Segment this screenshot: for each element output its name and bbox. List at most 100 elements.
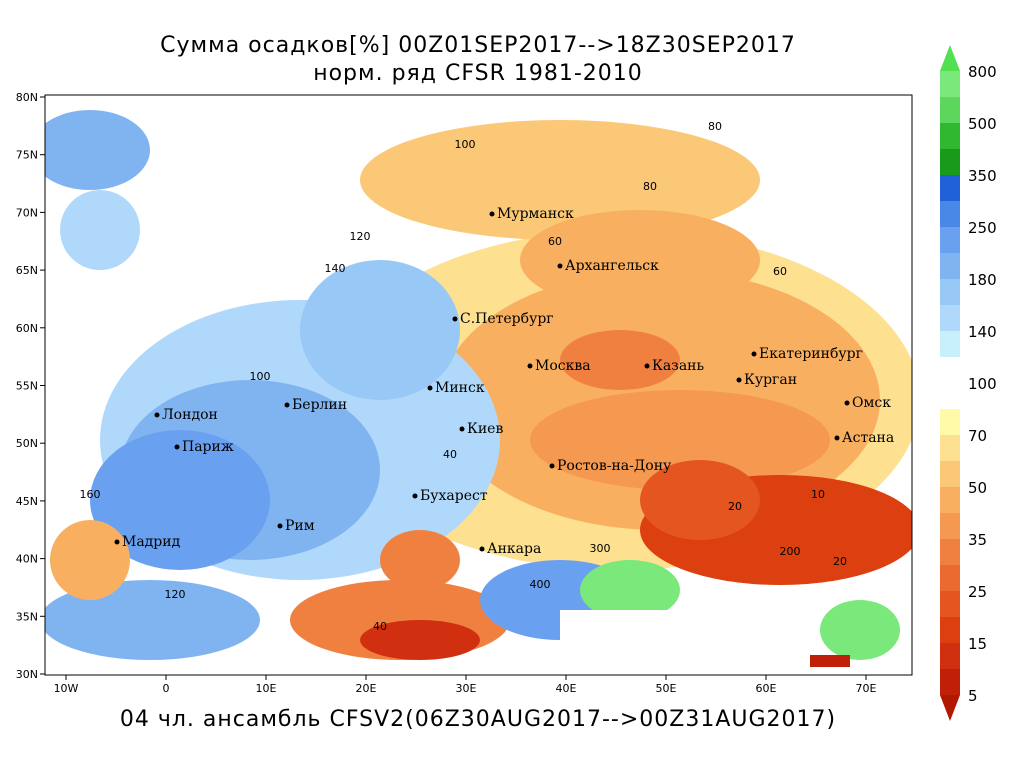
city-label: С.Петербург — [460, 311, 554, 327]
colorbar-swatch — [940, 331, 960, 357]
lon-tick-label: 0 — [163, 682, 170, 695]
city-label: Курган — [744, 372, 797, 388]
colorbar-label: 500 — [968, 115, 997, 133]
contour-label: 140 — [325, 262, 346, 275]
city-label: Архангельск — [565, 258, 659, 274]
colorbar-swatch — [940, 539, 960, 565]
city-label: Бухарест — [420, 488, 488, 504]
city-label: Москва — [535, 358, 591, 374]
colorbar-label: 140 — [968, 323, 997, 341]
city-dot — [277, 523, 283, 529]
colorbar-swatch — [940, 97, 960, 123]
colorbar-swatch — [940, 409, 960, 435]
contour-label: 60 — [548, 235, 562, 248]
footer: 04 чл. ансамбль CFSV2(06Z30AUG2017-->00Z… — [120, 707, 836, 732]
contour-label: 20 — [728, 500, 742, 513]
colorbar-label: 70 — [968, 427, 987, 445]
colorbar-swatch — [940, 305, 960, 331]
city-dot — [459, 426, 465, 432]
colorbar-swatch — [940, 71, 960, 97]
city-label: Рим — [285, 518, 315, 534]
contour-label: 200 — [780, 545, 801, 558]
lat-tick-label: 65N — [16, 264, 38, 277]
colorbar-swatch — [940, 487, 960, 513]
lon-tick-label: 50E — [656, 682, 677, 695]
contour-label: 100 — [455, 138, 476, 151]
city-dot — [452, 316, 458, 322]
city-label: Анкара — [487, 541, 541, 557]
city-dot — [174, 444, 180, 450]
colorbar-swatch — [940, 253, 960, 279]
city-dot — [489, 211, 495, 217]
lon-tick-label: 10W — [54, 682, 79, 695]
lon-tick-label: 20E — [356, 682, 377, 695]
lon-tick-label: 10E — [256, 682, 277, 695]
lat-tick-label: 40N — [16, 553, 38, 566]
lat-tick-label: 55N — [16, 380, 38, 393]
contour-label: 80 — [708, 120, 722, 133]
colorbar-label: 5 — [968, 687, 978, 705]
colorbar-swatch — [940, 513, 960, 539]
colorbar-label: 100 — [968, 375, 997, 393]
city-dot — [751, 351, 757, 357]
lon-tick-label: 40E — [556, 682, 577, 695]
city-dot — [736, 377, 742, 383]
colorbar-arrow — [940, 45, 960, 71]
city-label: Мурманск — [497, 206, 574, 222]
lat-tick-label: 75N — [16, 149, 38, 162]
city-dot — [284, 402, 290, 408]
colorbar-label: 180 — [968, 271, 997, 289]
city-label: Казань — [652, 358, 704, 374]
colorbar-swatch — [940, 279, 960, 305]
colorbar-label: 800 — [968, 63, 997, 81]
colorbar-swatch — [940, 149, 960, 175]
city-dot — [644, 363, 650, 369]
city-label: Лондон — [162, 407, 218, 423]
contour-label: 120 — [165, 588, 186, 601]
city-label: Ростов-на-Дону — [557, 458, 672, 474]
city-dot — [412, 493, 418, 499]
contour-label: 10 — [811, 488, 825, 501]
contour-label: 120 — [350, 230, 371, 243]
city-dot — [549, 463, 555, 469]
lon-tick-label: 60E — [756, 682, 777, 695]
contour-label: 40 — [373, 620, 387, 633]
city-label: Астана — [842, 430, 894, 446]
lat-tick-label: 50N — [16, 437, 38, 450]
colorbar-swatch — [940, 357, 960, 383]
colorbar-swatch — [940, 123, 960, 149]
city-label: Киев — [467, 421, 503, 437]
lat-tick-label: 60N — [16, 322, 38, 335]
colorbar-swatch — [940, 591, 960, 617]
colorbar-swatch — [940, 227, 960, 253]
lon-tick-label: 70E — [856, 682, 877, 695]
city-dot — [527, 363, 533, 369]
colorbar-label: 50 — [968, 479, 987, 497]
contour-label: 300 — [590, 542, 611, 555]
city-dot — [844, 400, 850, 406]
contour-label: 80 — [643, 180, 657, 193]
city-label: Екатеринбург — [759, 346, 863, 362]
contour-label: 40 — [443, 448, 457, 461]
contour-label: 60 — [773, 265, 787, 278]
city-label: Париж — [182, 439, 234, 455]
lon-tick-label: 30E — [456, 682, 477, 695]
city-label: Мадрид — [122, 534, 181, 550]
contour-label: 400 — [530, 578, 551, 591]
lat-tick-label: 35N — [16, 610, 38, 623]
lat-tick-label: 45N — [16, 495, 38, 508]
map-field — [45, 95, 912, 675]
colorbar-swatch — [940, 669, 960, 695]
contour-label: 20 — [833, 555, 847, 568]
colorbar-swatch — [940, 617, 960, 643]
contour-label: 160 — [80, 488, 101, 501]
contour-label: 100 — [250, 370, 271, 383]
city-dot — [557, 263, 563, 269]
city-label: Берлин — [292, 397, 347, 413]
city-dot — [114, 539, 120, 545]
city-dot — [154, 412, 160, 418]
colorbar-label: 35 — [968, 531, 987, 549]
city-dot — [834, 435, 840, 441]
colorbar-swatch — [940, 201, 960, 227]
